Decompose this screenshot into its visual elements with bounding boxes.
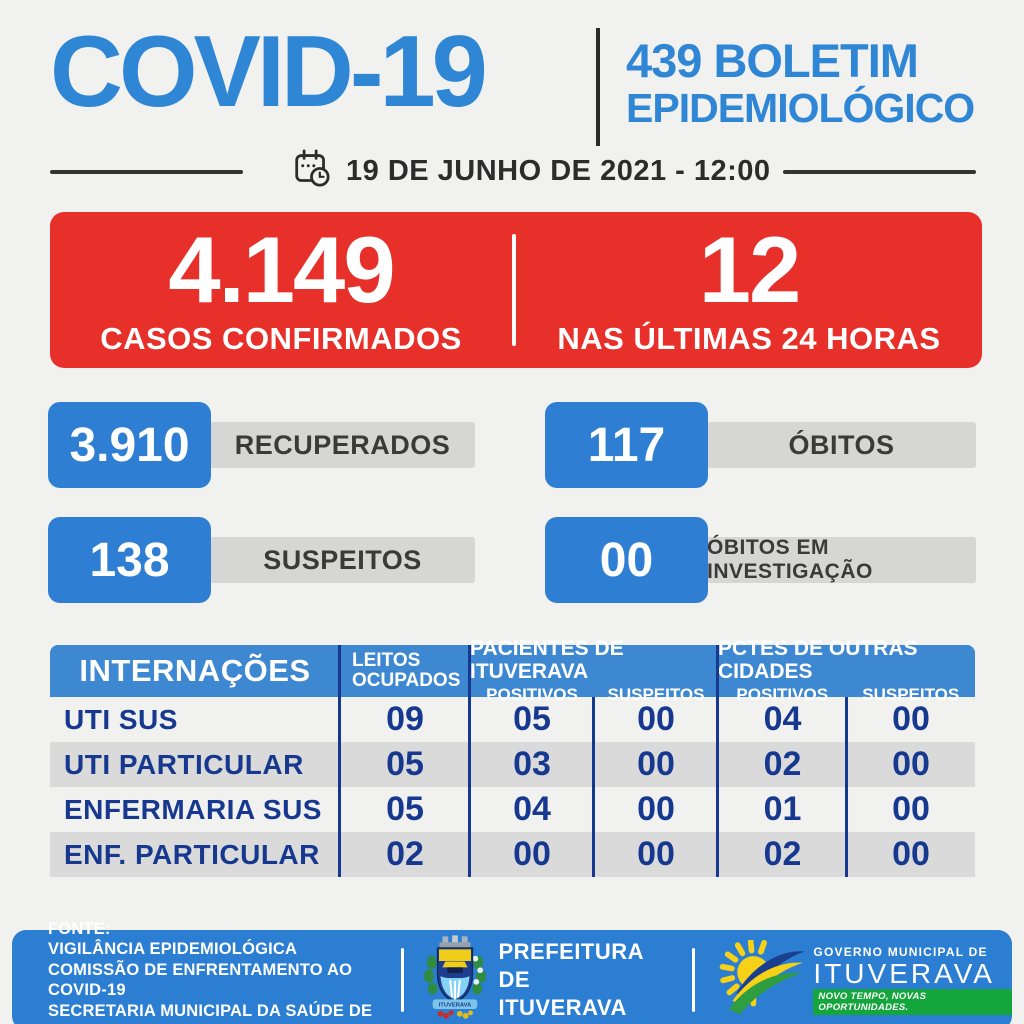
date-rule-left [50,170,243,174]
cell-leitos: 05 [386,745,424,783]
bulletin-date: 19 DE JUNHO DE 2021 - 12:00 [293,148,771,194]
calendar-clock-icon [293,148,330,194]
confirmed-cases-banner: 4.149 CASOS CONFIRMADOS 12 NAS ÚLTIMAS 2… [50,212,982,368]
confirmed-total-value: 4.149 [168,217,395,322]
hospitalizations-table: INTERNAÇÕES LEITOS OCUPADOS PACIENTES DE… [50,637,975,877]
row-label: ENFERMARIA SUS [64,793,322,825]
confirmed-total-block: 4.149 CASOS CONFIRMADOS [50,212,512,368]
header-divider [596,28,600,146]
footer-divider [401,948,405,1012]
cell-itu-positivos: 00 [513,835,551,873]
cell-itu-suspeitos: 00 [637,700,675,738]
footer-bar: FONTE: VIGILÂNCIA EPIDEMIOLÓGICA COMISSÃ… [12,920,1012,1024]
source-line: COMISSÃO DE ENFRENTAMENTO AO COVID-19 [48,960,353,1000]
confirmed-24h-label: NAS ÚLTIMAS 24 HORAS [557,321,941,356]
prefeitura-line1: PREFEITURA [498,939,645,964]
page-title: COVID-19 [50,16,488,128]
column-leitos-line1: LEITOS [352,650,421,671]
table-subdivider [845,697,848,877]
cell-outras-suspeitos: 00 [892,700,930,738]
confirmed-24h-block: 12 NAS ÚLTIMAS 24 HORAS [516,212,982,368]
confirmed-24h-value: 12 [698,217,802,322]
cell-outras-suspeitos: 00 [892,835,930,873]
city-crest-icon: ITUVERAVA [424,934,487,1024]
cell-outras-suspeitos: 00 [892,790,930,828]
table-subdivider [592,697,595,877]
svg-text:ITUVERAVA: ITUVERAVA [439,1002,472,1008]
table-row: UTI PARTICULAR 05 03 00 02 00 [50,742,975,787]
cell-itu-suspeitos: 00 [637,790,675,828]
table-row: ENF. PARTICULAR 02 00 00 02 00 [50,832,975,877]
table-divider [716,645,719,877]
stat-value: 117 [545,402,708,488]
stat-value: 00 [545,517,708,603]
prefeitura-label: PREFEITURA DE ITUVERAVA [498,938,658,1022]
confirmed-total-label: CASOS CONFIRMADOS [100,321,462,356]
sun-swoosh-logo-icon [713,937,809,1021]
subcolumn-positivos: POSITIVOS [736,685,829,704]
group-title: PACIENTES DE ITUVERAVA [470,637,624,683]
stat-label: RECUPERADOS [210,422,475,468]
column-leitos-line2: OCUPADOS [352,670,461,691]
bulletin-number: 439 BOLETIM [626,34,919,87]
source-block: FONTE: VIGILÂNCIA EPIDEMIOLÓGICA COMISSÃ… [48,919,401,1024]
governo-motto-badge: NOVO TEMPO, NOVAS OPORTUNIDADES. [813,989,1012,1015]
stat-label: ÓBITOS [707,422,976,468]
governo-city-name: ITUVERAVA [813,958,995,989]
cell-itu-positivos: 05 [513,700,551,738]
bulletin-heading: 439 BOLETIM EPIDEMIOLÓGICO [626,34,975,131]
cell-outras-suspeitos: 00 [892,745,930,783]
cell-itu-positivos: 04 [513,790,551,828]
column-internacoes: INTERNAÇÕES [79,653,311,688]
table-divider [468,645,471,877]
column-group-pacientes-ituverava: PACIENTES DE ITUVERAVA POSITIVOS SUSPEIT… [470,637,718,704]
governo-logo-block: GOVERNO MUNICIPAL DE ITUVERAVA NOVO TEMP… [713,937,1012,1021]
footer-divider [692,948,696,1012]
column-leitos-ocupados: LEITOS OCUPADOS [340,645,470,697]
banner-divider [512,234,516,346]
cell-outras-positivos: 02 [763,745,802,783]
table-header: INTERNAÇÕES LEITOS OCUPADOS PACIENTES DE… [50,637,975,704]
source-line: FONTE: [48,919,111,938]
table-divider [338,645,341,877]
stat-label: ÓBITOS EM INVESTIGAÇÃO [707,536,976,583]
subcolumn-suspeitos: SUSPEITOS [607,685,705,704]
stat-obitos-investigacao: ÓBITOS EM INVESTIGAÇÃO 00 [545,517,978,605]
table-row: ENFERMARIA SUS 05 04 00 01 00 [50,787,975,832]
stat-label: SUSPEITOS [210,537,475,583]
stat-recuperados: RECUPERADOS 3.910 [48,402,477,490]
stat-value: 138 [48,517,211,603]
cell-itu-suspeitos: 00 [637,835,675,873]
row-label: UTI PARTICULAR [64,748,304,780]
governo-text-block: GOVERNO MUNICIPAL DE ITUVERAVA NOVO TEMP… [813,945,1012,1015]
cell-itu-positivos: 03 [513,745,551,783]
prefeitura-line2: DE ITUVERAVA [498,967,627,1020]
cell-outras-positivos: 01 [763,790,802,828]
cell-leitos: 09 [386,700,424,738]
date-rule-right [783,170,976,174]
cell-itu-suspeitos: 00 [637,745,675,783]
row-label: UTI SUS [64,703,178,735]
cell-leitos: 02 [386,835,424,873]
stat-obitos: ÓBITOS 117 [545,402,978,490]
table-row: UTI SUS 09 05 00 04 00 [50,697,975,742]
date-text: 19 DE JUNHO DE 2021 - 12:00 [346,154,771,187]
source-line: VIGILÂNCIA EPIDEMIOLÓGICA [48,940,298,958]
stat-suspeitos: SUSPEITOS 138 [48,517,477,605]
subcolumn-positivos: POSITIVOS [486,685,578,704]
cell-outras-positivos: 02 [763,835,802,873]
group-title: PCTES DE OUTRAS CIDADES [718,637,918,683]
column-group-outras-cidades: PCTES DE OUTRAS CIDADES POSITIVOS SUSPEI… [718,637,975,704]
row-label: ENF. PARTICULAR [64,838,320,870]
source-line: SECRETARIA MUNICIPAL DA SAÚDE DE ITUVERA… [48,1001,373,1024]
cell-leitos: 05 [386,790,424,828]
subcolumn-suspeitos: SUSPEITOS [862,685,960,704]
stat-value: 3.910 [48,402,211,488]
bulletin-label: EPIDEMIOLÓGICO [626,85,975,131]
governo-small-label: GOVERNO MUNICIPAL DE [813,945,988,959]
cell-outras-positivos: 04 [763,700,802,738]
